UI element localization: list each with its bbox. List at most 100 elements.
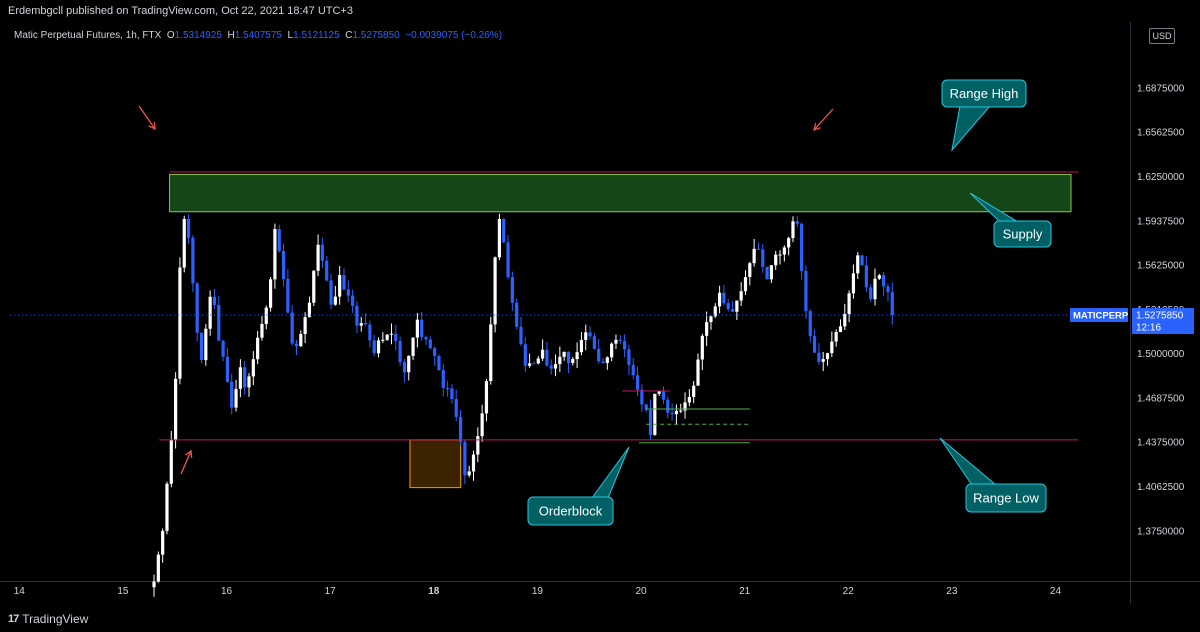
candle-body [627,349,631,365]
price-tick-label: 1.5937500 [1137,216,1185,227]
candle-body [877,275,881,279]
candle-body [303,317,307,335]
candle-body [661,391,666,400]
candle-body [743,277,748,292]
candle-body [769,265,773,280]
candle-body [234,388,238,408]
arrow-top-right [813,123,821,132]
candle-body [683,402,687,411]
arrow-bottom-left-shaft [180,450,192,475]
time-tick-label: 19 [532,586,544,597]
candle-body [307,302,312,318]
candle-body [247,376,251,388]
candle-body [584,332,588,340]
candle-body [631,364,635,376]
candle-body [722,292,726,304]
candle-body [774,254,778,266]
candle-body [566,351,571,363]
price-tick-label: 1.5625000 [1137,261,1185,272]
supply-callout-box [993,220,1052,248]
candle-body [597,348,601,362]
candle-body [644,404,648,410]
legend-close-value: 1.5275850 [352,30,400,41]
supply-callout[interactable]: Supply [969,192,1052,248]
time-tick-label: 18 [428,586,440,597]
supply-callout-label: Supply [1003,227,1043,242]
candle-body [394,333,398,341]
arrow-bottom-left [185,449,193,459]
candle-body [402,362,407,373]
candle-body [281,250,286,279]
candle-body [540,349,545,359]
candle-body [320,244,324,261]
tradingview-logo[interactable]: 17 TradingView [8,612,88,626]
orderblock-callout-box [527,496,614,526]
candle-body [433,348,437,357]
price-tick-label: 1.3750000 [1137,526,1185,537]
arrow-top-right-shaft [813,108,834,131]
supply-zone[interactable] [169,173,1072,213]
time-tick-label: 21 [739,586,751,597]
candle-body [692,385,696,397]
price-tick-label: 1.4062500 [1137,482,1185,493]
price-tick-label: 1.6875000 [1137,83,1185,94]
candle-body [679,410,683,412]
candle-body [458,416,463,442]
candle-body [536,358,540,364]
tradingview-logo-icon: 17 [8,613,19,625]
footer-bar: 17 TradingView [0,604,1200,632]
candle-body [825,353,830,360]
candle-body [471,454,476,472]
candle-body [575,352,579,360]
time-tick-label: 14 [14,586,26,597]
price-tick-label: 1.5000000 [1137,349,1185,360]
candle-body [610,343,614,358]
candle-body [372,340,376,354]
orderblock-callout[interactable]: Orderblock [527,446,630,526]
candle-body [635,375,640,390]
candle-body [243,367,247,388]
candle-body [843,314,847,327]
candle-body [346,289,350,296]
last-price-tag-value: 1.5275850 [1136,311,1184,322]
candle-body [273,229,277,280]
candle-body [256,337,260,360]
symbol-tag-label: MATICPERP [1073,311,1129,322]
candle-body [424,337,428,340]
candle-body [299,334,303,347]
candle-body [502,218,506,243]
candle-body [709,316,713,323]
candle-body [493,257,497,325]
candle-body [618,339,622,342]
candle-body [735,300,739,312]
range-high-callout-box [941,79,1027,108]
price-chart[interactable]: 1.6875000 1.6562500 1.6250000 1.5937500 1.56… [0,22,1200,604]
time-tick-label: 24 [1050,586,1062,597]
candle-body [778,254,782,256]
legend-change-value: −0.0039075 (−0.26%) [405,30,503,41]
candle-body [238,367,242,389]
range-low-callout[interactable]: Range Low [939,437,1047,513]
candle-body [225,356,230,382]
candle-body [670,412,674,415]
candle-body [748,263,752,278]
candle-body [286,278,290,313]
orderblock-zone[interactable] [409,439,462,489]
candle-body [363,323,368,325]
time-tick-label: 22 [843,586,855,597]
candle-body [351,295,355,306]
candle-body [765,266,769,280]
candle-body [523,344,527,366]
price-tick-label: 1.4375000 [1137,438,1185,449]
currency-button[interactable]: USD [1149,28,1175,44]
candle-body [497,218,502,258]
candle-body [182,218,186,268]
symbol-legend: Matic Perpetual Futures, 1h, FTX O1.5314… [14,30,502,41]
candle-body [510,277,514,303]
candle-body [666,399,670,413]
candle-body [329,280,333,305]
candle-body [571,359,575,363]
candle-body [389,333,394,335]
chart-pane [0,22,1130,582]
range-high-callout[interactable]: Range High [941,79,1027,152]
